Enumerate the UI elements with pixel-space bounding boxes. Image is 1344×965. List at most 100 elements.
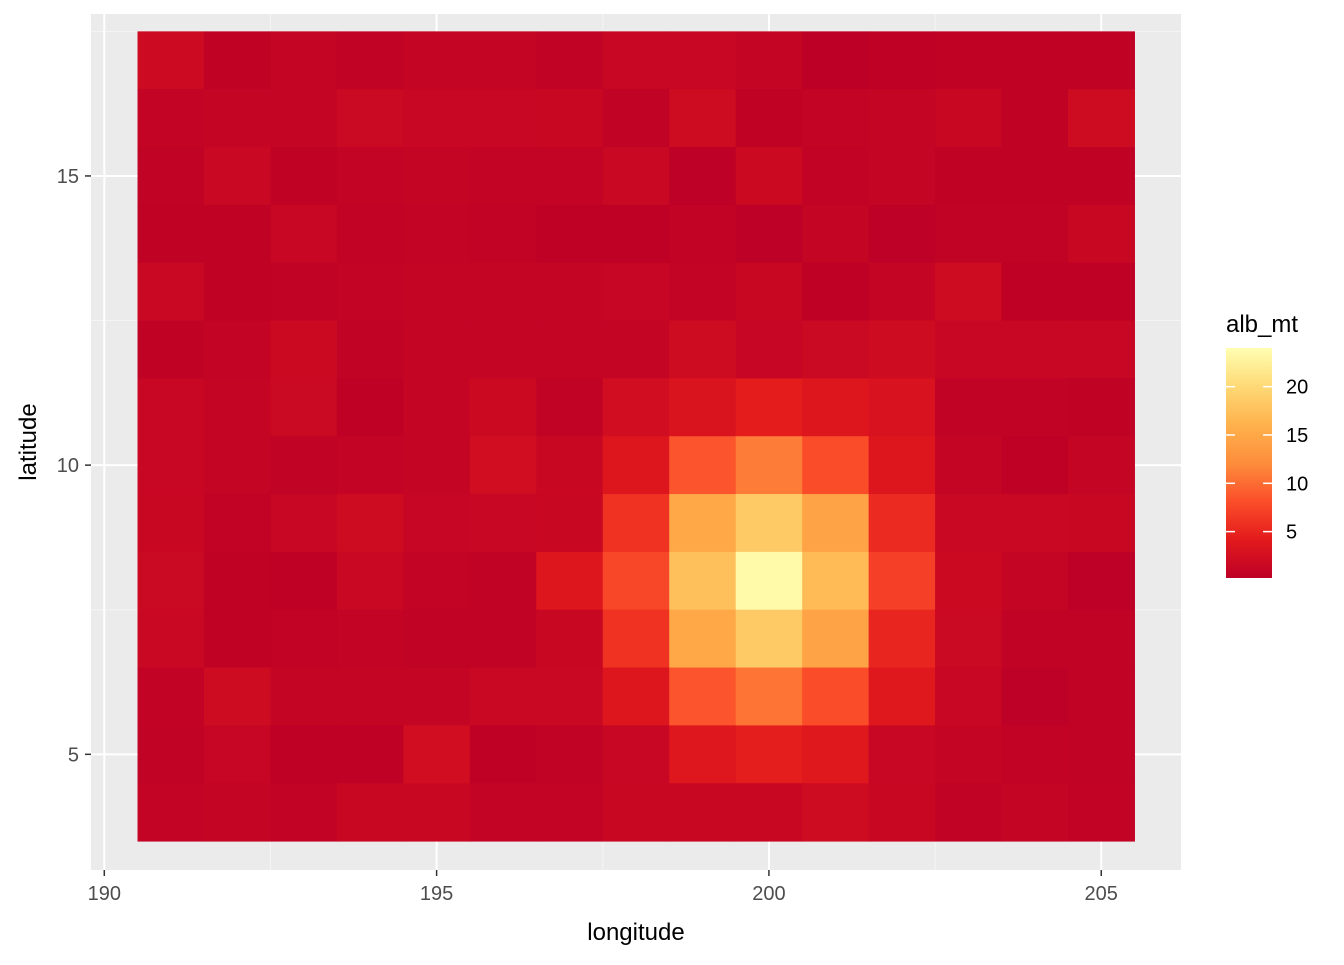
heatmap-tile [868, 147, 936, 206]
heatmap-tile [336, 204, 404, 264]
heatmap-tile [602, 494, 670, 553]
heatmap-tile [868, 725, 936, 784]
legend-colorbar [1226, 348, 1272, 578]
heatmap-tile [1001, 204, 1069, 264]
heatmap-tile [270, 494, 338, 553]
heatmap-tile [536, 551, 604, 611]
heatmap-tile [203, 783, 271, 842]
heatmap-tile [1001, 436, 1069, 495]
heatmap-tile [669, 551, 737, 611]
heatmap-tile [802, 609, 870, 669]
heatmap-tile [669, 89, 737, 148]
heatmap-tile [1068, 725, 1135, 784]
heatmap-tile [802, 436, 870, 495]
y-tick-label: 10 [57, 455, 79, 477]
heatmap-tile [802, 320, 870, 379]
heatmap-tile [802, 262, 870, 322]
heatmap-tile [1068, 551, 1135, 611]
heatmap-tile [669, 204, 737, 264]
heatmap-tile [935, 89, 1003, 148]
heatmap-tile [203, 609, 271, 669]
heatmap-tile [735, 494, 803, 553]
heatmap-tile [669, 783, 737, 842]
heatmap-tile [270, 667, 338, 726]
heatmap-tile [203, 320, 271, 379]
heatmap-tile [1068, 31, 1135, 90]
heatmap-tile [669, 436, 737, 495]
heatmap-tile [469, 320, 537, 379]
heatmap-tile [735, 667, 803, 726]
heatmap-tile [802, 147, 870, 206]
heatmap-tile [403, 378, 471, 437]
heatmap-tile [802, 667, 870, 726]
heatmap-tile [669, 378, 737, 437]
heatmap-tile [203, 725, 271, 784]
heatmap-tile [137, 725, 205, 784]
heatmap-tile [669, 320, 737, 379]
heatmap-tile [469, 494, 537, 553]
heatmap-tile [669, 31, 737, 90]
heatmap-tile [935, 262, 1003, 322]
heatmap-tile [469, 262, 537, 322]
heatmap-tile [469, 609, 537, 669]
heatmap-tile [536, 436, 604, 495]
heatmap-tile [203, 667, 271, 726]
heatmap-tile [1001, 320, 1069, 379]
heatmap-tile [403, 147, 471, 206]
heatmap-tile [935, 667, 1003, 726]
heatmap-tile [336, 494, 404, 553]
heatmap-tile [868, 31, 936, 90]
heatmap-tile [469, 31, 537, 90]
heatmap-tile [735, 609, 803, 669]
heatmap-tile [1001, 147, 1069, 206]
heatmap-tile [336, 551, 404, 611]
heatmap-tile [868, 551, 936, 611]
heatmap-tile [469, 667, 537, 726]
heatmap-tile [1068, 147, 1135, 206]
heatmap-tile [203, 204, 271, 264]
heatmap-tile [669, 667, 737, 726]
heatmap-tile [1001, 378, 1069, 437]
legend-title: alb_mt [1226, 311, 1298, 338]
heatmap-tile [270, 262, 338, 322]
heatmap-tile [1001, 725, 1069, 784]
heatmap-tile [735, 320, 803, 379]
heatmap-tile [669, 262, 737, 322]
heatmap-tile [137, 320, 205, 379]
heatmap-tile [336, 262, 404, 322]
heatmap-tile [802, 551, 870, 611]
heatmap-tile [602, 147, 670, 206]
heatmap-tile [536, 609, 604, 669]
legend-tick-label: 5 [1286, 522, 1297, 544]
legend: alb_mt 5 10 15 20 [1226, 311, 1308, 578]
heatmap-tile [536, 378, 604, 437]
heatmap-tile [602, 320, 670, 379]
heatmap-tile [203, 31, 271, 90]
heatmap-tile [336, 667, 404, 726]
heatmap-tile [935, 320, 1003, 379]
heatmap-tile [868, 89, 936, 148]
heatmap-tile [735, 551, 803, 611]
heatmap-tile [1068, 262, 1135, 322]
heatmap-tile [802, 378, 870, 437]
heatmap-tile [469, 378, 537, 437]
heatmap-tile [469, 783, 537, 842]
heatmap-tile [270, 378, 338, 437]
heatmap-tile [536, 320, 604, 379]
heatmap-tile [802, 89, 870, 148]
heatmap-tile [802, 31, 870, 90]
heatmap-tile [1068, 204, 1135, 264]
heatmap-tile [935, 31, 1003, 90]
heatmap-tile [669, 609, 737, 669]
heatmap-tile [868, 378, 936, 437]
heatmap-tile [602, 667, 670, 726]
heatmap-tile [602, 378, 670, 437]
heatmap-tile [536, 204, 604, 264]
heatmap-tile [735, 31, 803, 90]
heatmap-tile [802, 494, 870, 553]
heatmap-tile [336, 320, 404, 379]
heatmap-tile [536, 31, 604, 90]
heatmap-tile [602, 725, 670, 784]
